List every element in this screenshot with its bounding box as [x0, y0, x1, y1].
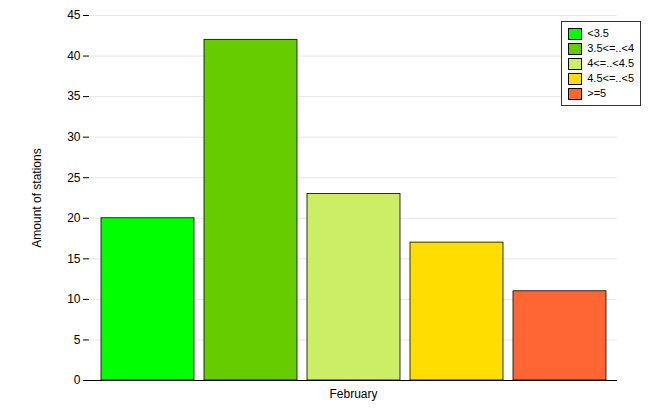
html-text:<3.5: <3.5 [587, 27, 609, 39]
svg-text:5: 5 [74, 333, 81, 347]
svg-text:35: 35 [67, 89, 81, 103]
svg-text:15: 15 [67, 252, 81, 266]
svg-text:45: 45 [67, 8, 81, 22]
svg-text:10: 10 [67, 292, 81, 306]
html-text:>=5: >=5 [587, 87, 607, 99]
html-text:3.5<=..<4: 3.5<=..<4 [587, 42, 634, 54]
svg-text:0: 0 [74, 373, 81, 387]
svg-text:20: 20 [67, 211, 81, 225]
html-text:4<=..<4.5: 4<=..<4.5 [587, 57, 634, 69]
html-text:4.5<=..<5: 4.5<=..<5 [587, 72, 634, 84]
svg-text:February: February [329, 387, 377, 401]
svg-text:Amount of stations: Amount of stations [30, 148, 44, 247]
svg-text:25: 25 [67, 171, 81, 185]
svg-text:30: 30 [67, 130, 81, 144]
svg-text:40: 40 [67, 49, 81, 63]
